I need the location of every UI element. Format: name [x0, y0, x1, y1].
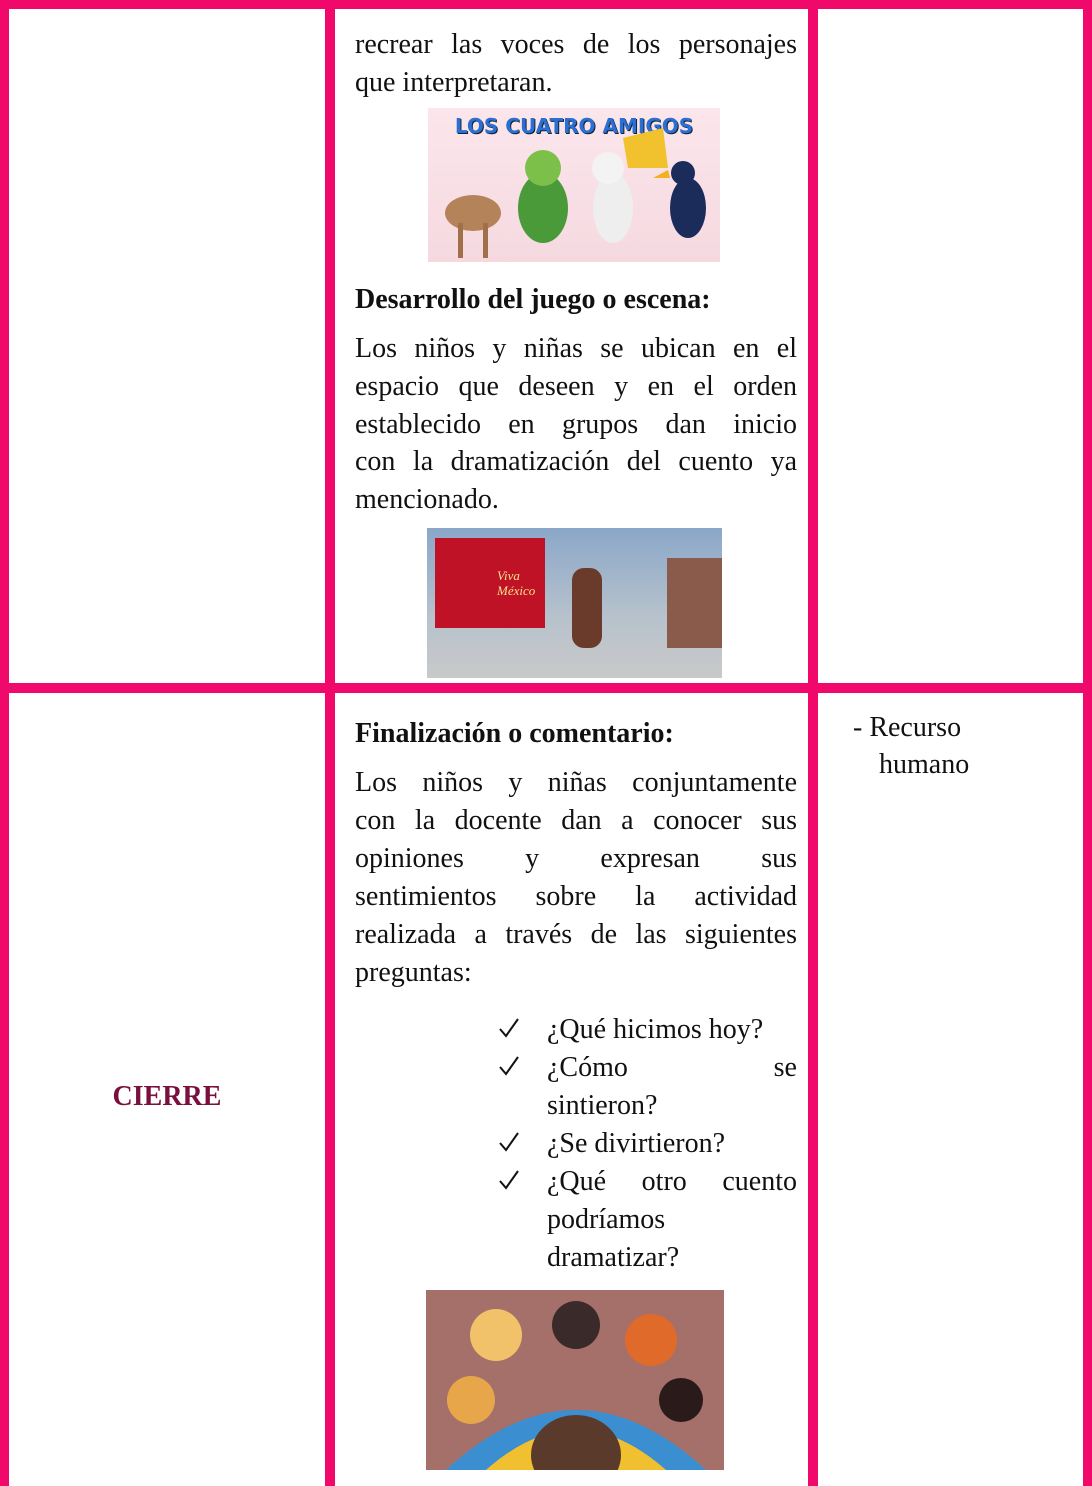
- illustration: [446, 1301, 706, 1470]
- checklist-line: ¿Se divirtieron?: [547, 1128, 726, 1159]
- paragraph-line: con la docente dan a conocer sus: [355, 805, 797, 836]
- resource-line: - Recurso: [853, 712, 962, 743]
- paragraph-line: mencionado.: [355, 484, 499, 515]
- table-border: [1083, 0, 1092, 1486]
- scene-image: Viva México: [427, 528, 722, 678]
- table-border: [808, 0, 818, 1486]
- checklist-line: ¿Qué otro cuento: [547, 1166, 797, 1197]
- check-icon: [499, 1170, 519, 1190]
- table-border: [0, 683, 1092, 693]
- story-image: LOS CUATRO AMIGOS: [428, 108, 720, 262]
- paragraph-line: recrear las voces de los personajes: [355, 29, 797, 60]
- table-border: [325, 0, 335, 1486]
- table-border: [0, 0, 9, 1486]
- checklist-line: ¿Cómo se: [547, 1052, 797, 1083]
- check-icon: [499, 1018, 519, 1038]
- paragraph-line: Los niños y niñas conjuntamente: [355, 767, 797, 798]
- scene-banner: [435, 538, 545, 628]
- paragraph-line: sentimientos sobre la actividad: [355, 881, 797, 912]
- checklist-line: podríamos: [547, 1204, 666, 1235]
- check-icon: [499, 1056, 519, 1076]
- checklist-line: sintieron?: [547, 1090, 658, 1121]
- paragraph-line: con la dramatización del cuento ya: [355, 446, 797, 478]
- paragraph-line: realizada a través de las siguientes: [355, 919, 797, 950]
- checklist-line: ¿Qué hicimos hoy?: [547, 1014, 764, 1045]
- children-image: [426, 1290, 724, 1470]
- checklist-line: dramatizar?: [547, 1242, 680, 1273]
- stage-label: CIERRE: [112, 1081, 222, 1112]
- section-heading: Finalización o comentario:: [355, 718, 674, 749]
- paragraph-line: establecido en grupos dan inicio: [355, 408, 797, 440]
- illustration: [445, 128, 706, 258]
- table-border: [0, 0, 1092, 9]
- section-heading: Desarrollo del juego o escena:: [355, 284, 711, 315]
- check-icon: [499, 1132, 519, 1152]
- paragraph-line: Los niños y niñas se ubican en el: [355, 333, 797, 364]
- paragraph-line: espacio que deseen y en el orden: [355, 370, 797, 402]
- banner-text: Viva México: [497, 568, 536, 598]
- paragraph-line: que interpretaran.: [355, 66, 553, 98]
- paragraph-line: opiniones y expresan sus: [355, 843, 797, 874]
- figure: [667, 558, 722, 648]
- paragraph-line: preguntas:: [355, 957, 472, 988]
- resource-line: humano: [879, 749, 970, 780]
- figure: [572, 568, 602, 648]
